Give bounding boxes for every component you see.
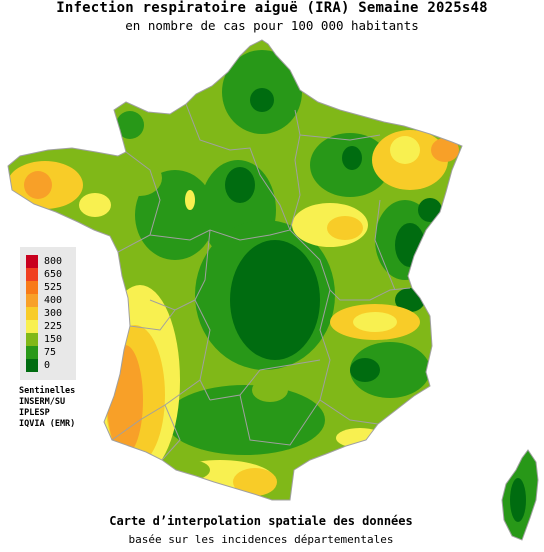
source-line: IPLESP (19, 408, 50, 418)
legend-label: 150 (44, 334, 63, 345)
legend-label: 800 (44, 256, 63, 267)
map-subtitle: en nombre de cas pour 100 000 habitants (125, 18, 419, 33)
legend-item: 800 (26, 255, 76, 268)
legend-swatch (26, 346, 38, 359)
legend-item: 0 (26, 359, 76, 372)
legend-label: 400 (44, 295, 63, 306)
legend-label: 650 (44, 269, 63, 280)
legend-swatch (26, 294, 38, 307)
footer-subcaption: basée sur les incidences départementales (128, 533, 394, 546)
legend-label: 75 (44, 347, 57, 358)
legend-swatch (26, 255, 38, 268)
legend-swatch (26, 320, 38, 333)
legend-item: 525 (26, 281, 76, 294)
legend-item: 150 (26, 333, 76, 346)
legend-item: 75 (26, 346, 76, 359)
region-borders (111, 103, 411, 461)
legend-label: 225 (44, 321, 63, 332)
legend-label: 525 (44, 282, 63, 293)
map-title: Infection respiratoire aiguë (IRA) Semai… (56, 0, 488, 16)
source-line: Sentinelles (19, 386, 76, 396)
legend-swatch (26, 359, 38, 372)
mainland-outline (7, 39, 463, 501)
legend-label: 300 (44, 308, 63, 319)
legend-item: 225 (26, 320, 76, 333)
data-sources: Sentinelles INSERM/SU IPLESP IQVIA (EMR) (19, 386, 75, 430)
color-legend: 800 650 525 400 300 225 150 75 0 (20, 247, 76, 380)
source-line: INSERM/SU (19, 397, 66, 407)
legend-label: 0 (44, 360, 51, 371)
corsica-outline (501, 449, 539, 541)
footer-caption: Carte d’interpolation spatiale des donné… (109, 514, 413, 528)
legend-swatch (26, 268, 38, 281)
legend-item: 650 (26, 268, 76, 281)
legend-swatch (26, 333, 38, 346)
legend-swatch (26, 307, 38, 320)
legend-item: 300 (26, 307, 76, 320)
legend-item: 400 (26, 294, 76, 307)
source-line: IQVIA (EMR) (19, 419, 76, 429)
legend-swatch (26, 281, 38, 294)
